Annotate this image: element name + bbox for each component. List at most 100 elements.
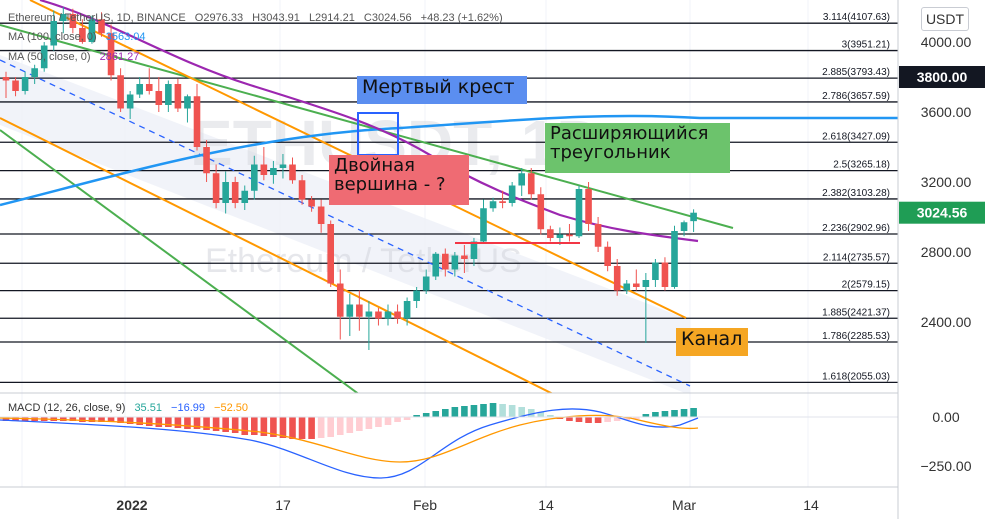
candle-body	[652, 262, 659, 280]
macd-histogram-bar	[623, 417, 631, 420]
macd-histogram-bar	[155, 417, 163, 427]
candle-body	[174, 84, 182, 109]
macd-histogram-bar	[690, 408, 697, 417]
time-axis[interactable]: 2022 17 Feb 14 Mar 14	[116, 497, 819, 513]
triangle-upper-line[interactable]	[0, 24, 734, 229]
candle-body	[31, 68, 38, 77]
candle-body	[289, 164, 296, 181]
candle-body	[461, 255, 468, 259]
fibonacci-levels: 3.114(4107.63) 3(3951.21) 2.885(3793.43) 2.…	[0, 12, 898, 384]
candle-body	[489, 201, 497, 209]
candle-body	[270, 168, 277, 175]
ma100-legend[interactable]: MA (100, close, 0) 3563.04	[8, 31, 151, 43]
macd-histogram-bar	[422, 413, 430, 417]
fib-level-label: 1.618(2055.03)	[822, 371, 890, 382]
macd-histogram-bar	[212, 417, 220, 431]
time-axis-label: 14	[538, 497, 554, 513]
macd-histogram-bar	[566, 417, 573, 421]
macd-line	[0, 408, 699, 479]
candle-body	[193, 96, 201, 147]
annotation-double-top[interactable]: Двойная вершина - ?	[329, 155, 469, 205]
fib-level-label: 1.786(2285.53)	[822, 331, 890, 342]
macd-histogram-bar	[193, 417, 201, 429]
candle-body	[279, 164, 287, 168]
candle-body	[594, 224, 602, 247]
time-axis-label: Mar	[672, 497, 696, 513]
macd-tick-label: 0.00	[932, 409, 959, 425]
price-tick-label: 4000.00	[921, 34, 972, 50]
fib-level-label: 2(2579.15)	[842, 280, 890, 291]
macd-histogram-bar	[680, 409, 688, 417]
fib-level-label: 2.5(3265.18)	[833, 160, 890, 171]
channel-lower-line[interactable]	[0, 117, 555, 395]
price-axis[interactable]: 4000.00 3600.00 3200.00 2800.00 2400.00 3800.…	[899, 34, 985, 474]
macd-histogram-bar	[365, 417, 373, 429]
open-value: O2976.33	[194, 12, 244, 24]
fib-level-label: 1.885(2421.37)	[822, 307, 890, 318]
candle-body	[12, 80, 19, 91]
candle-body	[480, 208, 487, 242]
ma50-label: MA (50, close, 0)	[8, 51, 91, 63]
macd-histogram-bar	[289, 417, 296, 439]
macd-histogram-bar	[136, 417, 143, 425]
macd-histogram-bar	[375, 417, 382, 427]
macd-histogram-bar	[642, 414, 650, 417]
macd-histogram-bar	[241, 417, 249, 435]
fib-level-label: 2.618(3427.09)	[822, 131, 890, 142]
macd-histogram-bar	[98, 417, 105, 422]
triangle-lower-line[interactable]	[0, 129, 360, 395]
fib-level-label: 2.382(3103.28)	[822, 188, 890, 199]
candle-body	[604, 246, 611, 266]
macd-histogram-bar	[327, 417, 334, 437]
currency-button[interactable]: USDT	[921, 7, 969, 31]
fib-level-label: 2.786(3657.59)	[822, 91, 890, 102]
candle-body	[251, 164, 258, 191]
price-tick-label: 2400.00	[921, 314, 972, 330]
macd-histogram-bar	[270, 417, 277, 437]
ma100-line[interactable]	[0, 114, 898, 207]
macd-histogram-bar	[633, 417, 640, 419]
macd-histogram-bar	[594, 417, 602, 423]
candle-body	[21, 77, 29, 91]
symbol-title[interactable]: Ethereum / TetherUS, 1D, BINANCE	[8, 12, 186, 24]
candle-body	[690, 212, 697, 222]
candle-body	[165, 84, 172, 105]
macd-histogram-bar	[451, 407, 459, 417]
time-axis-label: 17	[275, 497, 291, 513]
macd-histogram-bar	[356, 417, 363, 431]
candle-body	[117, 75, 124, 109]
macd-histogram-bar	[537, 412, 545, 417]
macd-label: MACD (12, 26, close, 9)	[8, 402, 126, 414]
macd-histogram-bar	[317, 417, 325, 438]
candle-body	[575, 189, 583, 237]
candle-body	[413, 290, 420, 301]
candle-body	[231, 182, 239, 203]
candle-body	[384, 311, 392, 319]
candle-body	[671, 231, 678, 287]
macd-histogram-bar	[12, 417, 19, 421]
candle-body	[375, 311, 382, 319]
macd-histogram-bar	[69, 417, 77, 421]
macd-legend[interactable]: MACD (12, 26, close, 9) 35.51 −16.99 −52…	[8, 402, 254, 414]
ma50-legend[interactable]: MA (50, close, 0) 2861.27	[8, 51, 145, 63]
candle-body	[126, 94, 134, 109]
candle-body	[336, 283, 344, 317]
annotation-triangle[interactable]: Расширяющийся треугольник	[545, 123, 730, 173]
macd-signal-value: −52.50	[214, 402, 248, 414]
macd-histogram-bar	[508, 405, 516, 417]
macd-histogram-bar	[145, 417, 153, 426]
macd-signal-line	[0, 414, 699, 463]
macd-histogram-bar	[585, 417, 592, 423]
candle-body	[260, 164, 268, 175]
candle-body	[212, 173, 220, 203]
macd-histogram-bar	[298, 417, 306, 439]
candle-body	[547, 229, 554, 238]
candle-body	[203, 147, 210, 174]
annotation-channel[interactable]: Канал	[676, 328, 748, 356]
macd-histogram-bar	[652, 412, 659, 417]
ma50-line[interactable]	[39, 0, 699, 243]
annotation-death-cross[interactable]: Мертвый крест	[357, 76, 527, 104]
macd-histogram-bar	[480, 404, 487, 417]
macd-histogram-bar	[126, 417, 134, 424]
macd-histogram-bar	[184, 417, 191, 429]
